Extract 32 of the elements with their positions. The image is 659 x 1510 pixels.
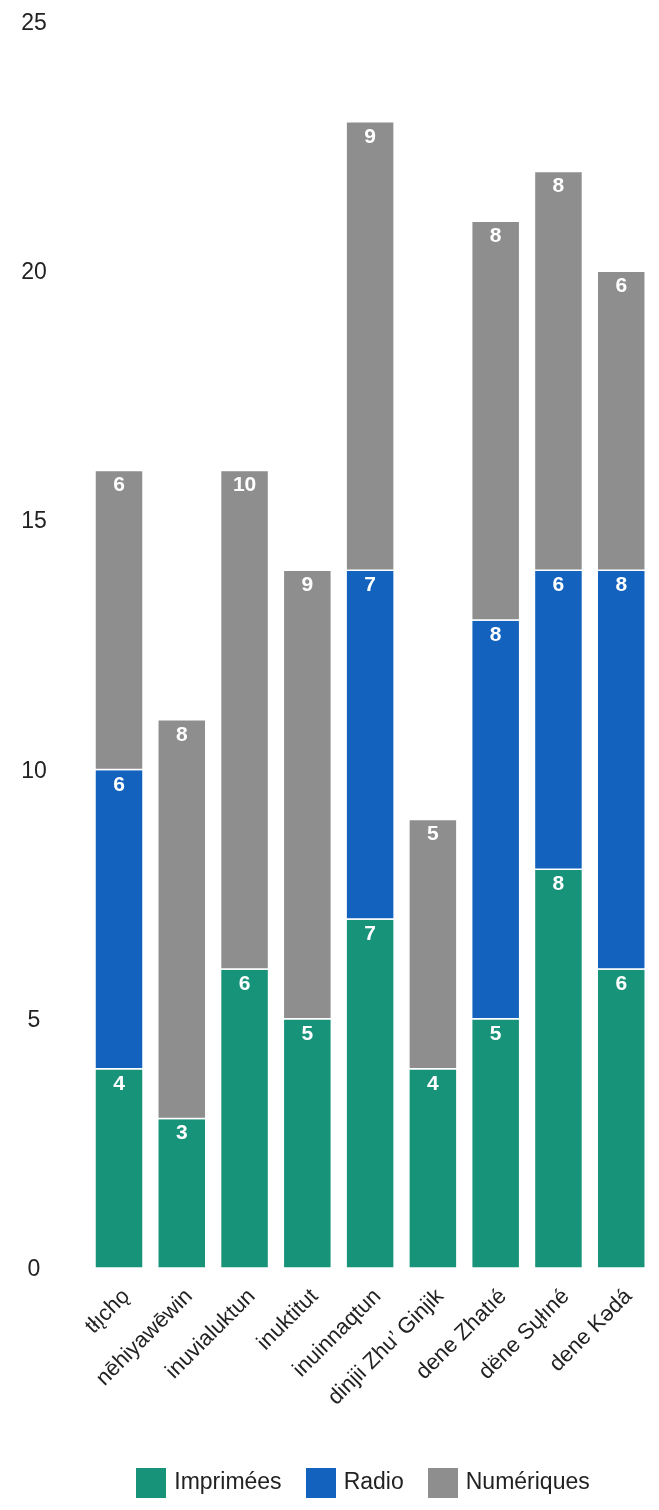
data-label: 6 — [615, 970, 628, 994]
data-label: 8 — [615, 572, 628, 596]
data-label: 8 — [552, 871, 565, 895]
data-label: 6 — [238, 970, 251, 994]
data-label: 9 — [301, 572, 314, 596]
y-tick-label: 20 — [21, 258, 47, 285]
y-tick-label: 5 — [27, 1005, 41, 1032]
data-label: 8 — [489, 223, 502, 247]
data-label: 5 — [301, 1020, 314, 1044]
data-label: 9 — [364, 123, 376, 147]
y-tick-label: 0 — [27, 1255, 41, 1281]
data-label: 4 — [427, 1070, 440, 1094]
data-label: 7 — [364, 921, 376, 945]
data-label: 5 — [489, 1020, 502, 1044]
data-label: 6 — [615, 273, 628, 297]
legend-label: Numériques — [465, 1468, 590, 1495]
data-label: 5 — [427, 821, 440, 845]
data-label: 7 — [364, 572, 376, 596]
data-label: 4 — [113, 1070, 126, 1094]
data-label: 6 — [552, 572, 565, 596]
data-label: 8 — [552, 173, 565, 197]
data-label: 6 — [113, 771, 125, 795]
data-label: 8 — [175, 721, 188, 745]
y-tick-label: 25 — [21, 9, 47, 35]
data-label: 10 — [232, 472, 257, 496]
data-label: 3 — [175, 1120, 188, 1144]
data-label: 8 — [489, 621, 502, 645]
data-label: 6 — [113, 472, 125, 496]
y-tick-label: 10 — [21, 756, 47, 783]
y-tick-label: 15 — [21, 507, 47, 534]
legend-label: Imprimées — [174, 1468, 282, 1495]
legend-label: Radio — [343, 1468, 404, 1495]
